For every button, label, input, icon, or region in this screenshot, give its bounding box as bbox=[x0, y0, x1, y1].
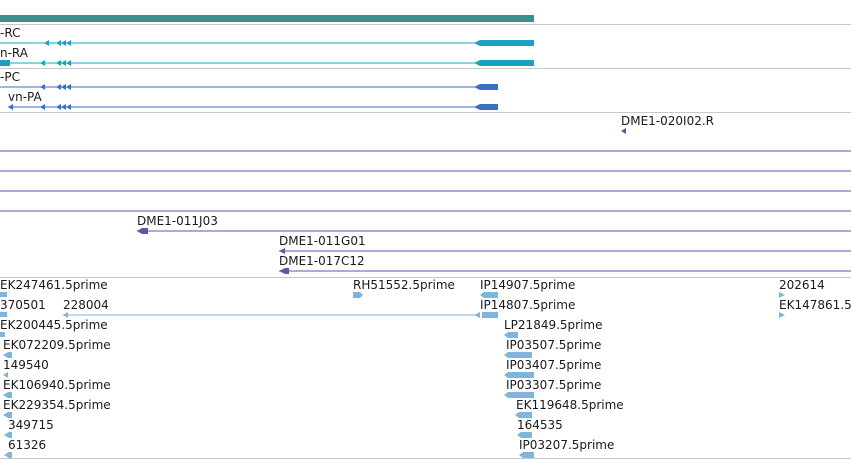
exon-arrow bbox=[66, 60, 71, 66]
exon-arrow bbox=[66, 40, 71, 46]
est-arrow[interactable] bbox=[4, 452, 12, 458]
exon-arrow bbox=[66, 104, 71, 110]
est-label[interactable]: IP03407.5prime bbox=[506, 358, 601, 372]
est-label[interactable]: EK247461.5prime bbox=[0, 278, 108, 292]
est-labels: EK247461.5prime 370501 228004 EK200445.5… bbox=[0, 278, 851, 452]
exon-arrow bbox=[40, 104, 45, 110]
exon-arrow bbox=[61, 104, 66, 110]
est-label[interactable]: IP03507.5prime bbox=[506, 338, 601, 352]
est-label[interactable]: 164535 bbox=[517, 418, 563, 432]
clone-track-lines bbox=[0, 150, 851, 212]
exon-arrow bbox=[40, 60, 45, 66]
est-label[interactable]: EK119648.5prime bbox=[516, 398, 624, 412]
est-label[interactable]: 349715 bbox=[8, 418, 54, 432]
est-block[interactable] bbox=[480, 292, 498, 298]
est-block[interactable] bbox=[0, 332, 5, 337]
est-block[interactable] bbox=[504, 352, 532, 358]
clone-end-label: DME1-020I02.R bbox=[621, 114, 714, 128]
est-label[interactable]: IP14907.5prime bbox=[480, 278, 575, 292]
cdna-clone-017c12[interactable]: DME1-017C12 bbox=[279, 254, 851, 274]
exon-block bbox=[474, 84, 498, 90]
track-dividers bbox=[0, 24, 851, 459]
est-label[interactable]: LP21849.5prime bbox=[504, 318, 603, 332]
est-label[interactable]: IP14807.5prime bbox=[480, 298, 575, 312]
est-block[interactable] bbox=[504, 332, 518, 338]
clone-end-arrow bbox=[621, 128, 626, 134]
est-arrow[interactable] bbox=[3, 392, 12, 398]
transcript-ra[interactable]: n-RA bbox=[0, 46, 534, 66]
est-label[interactable]: 149540 bbox=[3, 358, 49, 372]
est-label[interactable]: IP03307.5prime bbox=[506, 378, 601, 392]
exon-arrow bbox=[56, 60, 61, 66]
protein-label: -PC bbox=[0, 70, 20, 84]
transcript-label: n-RA bbox=[0, 46, 29, 60]
est-arrow[interactable] bbox=[353, 292, 363, 298]
cdna-clone-label: DME1-011G01 bbox=[279, 234, 366, 248]
exon-arrow bbox=[56, 40, 61, 46]
cdna-clone-label: DME1-011J03 bbox=[137, 214, 218, 228]
exon-arrow bbox=[61, 84, 66, 90]
protein-pa[interactable]: vn-PA bbox=[8, 90, 498, 110]
exon-block bbox=[0, 60, 10, 66]
est-block[interactable] bbox=[482, 312, 498, 318]
exon-arrow bbox=[66, 84, 71, 90]
transcript-label: -RC bbox=[0, 26, 20, 40]
est-label[interactable]: 370501 bbox=[0, 298, 46, 312]
est-arrow[interactable] bbox=[474, 312, 480, 318]
est-label[interactable]: EK200445.5prime bbox=[0, 318, 108, 332]
exon-arrow bbox=[56, 84, 61, 90]
exon-arrow bbox=[44, 40, 49, 46]
est-label[interactable]: 228004 bbox=[63, 298, 109, 312]
exon-arrow bbox=[61, 60, 66, 66]
est-label[interactable]: EK072209.5prime bbox=[3, 338, 111, 352]
cdna-clone-011j03[interactable]: DME1-011J03 bbox=[137, 214, 851, 234]
est-block[interactable] bbox=[519, 452, 534, 458]
est-block[interactable] bbox=[504, 392, 534, 398]
est-arrow[interactable] bbox=[3, 352, 12, 358]
clone-end-020i02[interactable]: DME1-020I02.R bbox=[621, 114, 714, 134]
protein-label: vn-PA bbox=[8, 90, 43, 104]
est-block[interactable] bbox=[517, 432, 532, 438]
est-arrow[interactable] bbox=[3, 412, 12, 418]
est-arrow[interactable] bbox=[3, 372, 8, 378]
est-label[interactable]: RH51552.5prime bbox=[353, 278, 455, 292]
est-label[interactable]: 61326 bbox=[8, 438, 46, 452]
gene-span-bar[interactable] bbox=[0, 15, 534, 22]
est-glyphs bbox=[0, 292, 785, 458]
clone-end-arrow bbox=[279, 248, 285, 254]
est-arrow[interactable] bbox=[779, 312, 785, 318]
transcript-rc[interactable]: -RC bbox=[0, 26, 534, 46]
exon-arrow bbox=[61, 40, 66, 46]
est-arrow[interactable] bbox=[779, 292, 785, 298]
exon-block bbox=[474, 60, 534, 66]
cdna-clone-011g01[interactable]: DME1-011G01 bbox=[279, 234, 851, 254]
clone-end-block bbox=[279, 268, 289, 274]
est-block[interactable] bbox=[515, 412, 532, 418]
protein-pc[interactable]: -PC bbox=[0, 70, 498, 90]
est-arrow[interactable] bbox=[4, 432, 12, 438]
exon-arrow bbox=[8, 104, 13, 110]
exon-arrow bbox=[56, 104, 61, 110]
est-block[interactable] bbox=[0, 312, 7, 317]
est-label[interactable]: EK106940.5prime bbox=[3, 378, 111, 392]
clone-end-block bbox=[137, 228, 148, 234]
est-block[interactable] bbox=[0, 292, 7, 297]
exon-block bbox=[474, 40, 534, 46]
est-label[interactable]: EK147861.5 bbox=[779, 298, 851, 312]
cdna-clone-label: DME1-017C12 bbox=[279, 254, 365, 268]
est-label[interactable]: 202614 bbox=[779, 278, 825, 292]
est-label[interactable]: EK229354.5prime bbox=[3, 398, 111, 412]
est-label[interactable]: IP03207.5prime bbox=[519, 438, 614, 452]
est-block[interactable] bbox=[504, 372, 534, 378]
exon-arrow bbox=[40, 84, 45, 90]
exon-block bbox=[474, 104, 498, 110]
